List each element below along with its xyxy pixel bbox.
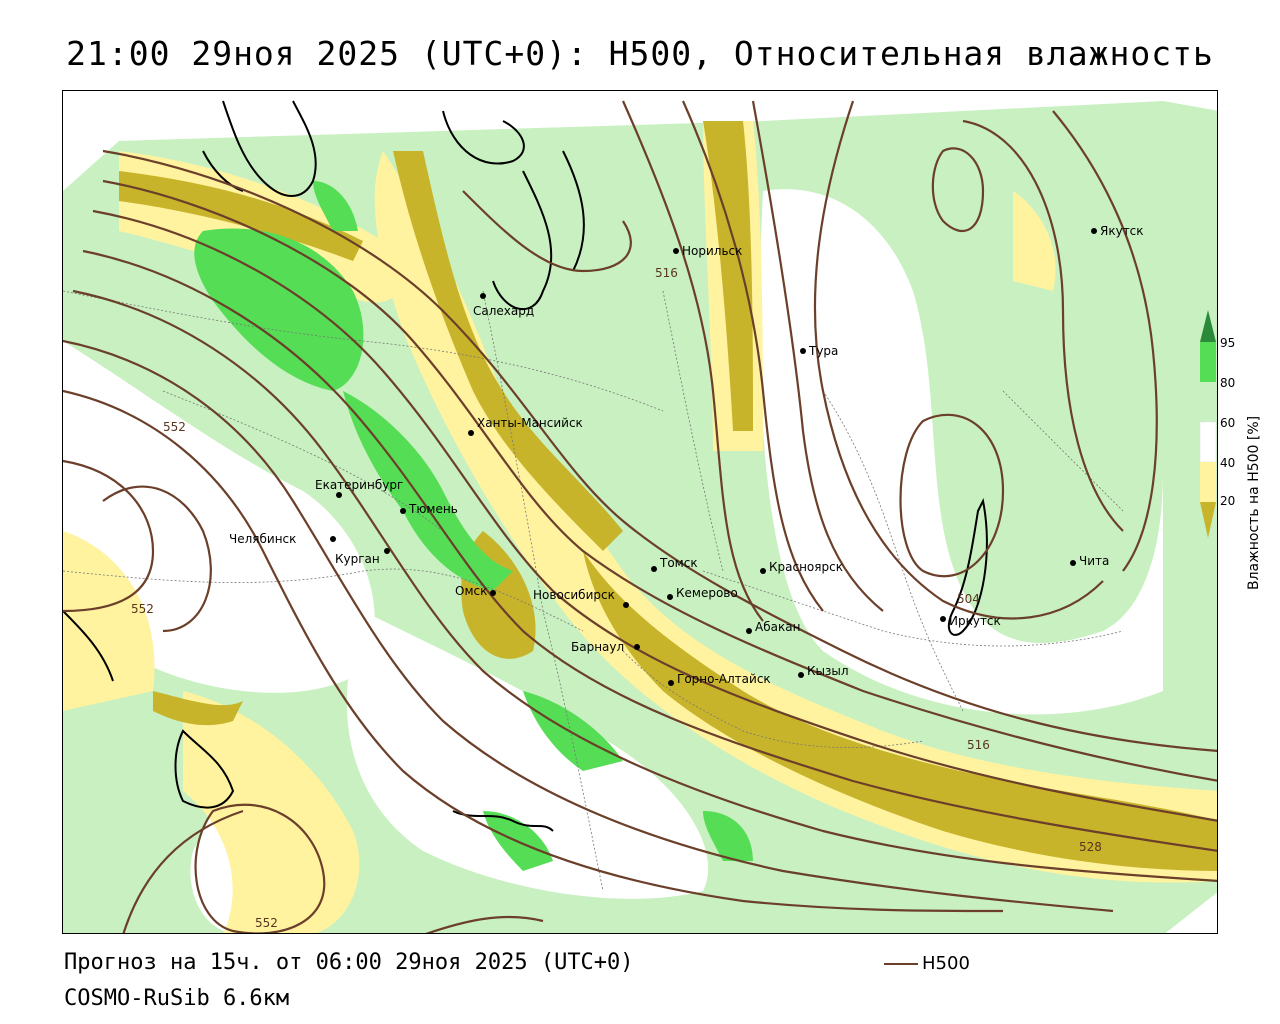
city-khanty-mansiysk: Ханты-Мансийск — [468, 416, 583, 436]
svg-text:Барнаул: Барнаул — [571, 640, 624, 654]
svg-text:Курган: Курган — [335, 552, 380, 566]
region-boundaries — [63, 290, 1124, 892]
humidity-field-dry — [1013, 191, 1056, 291]
city-tyumen: Тюмень — [400, 502, 458, 516]
svg-text:Томск: Томск — [659, 556, 698, 570]
isoline-label: 552 — [163, 420, 186, 434]
city-omsk: Омск — [455, 584, 496, 598]
city-kurgan: Курган — [335, 548, 390, 566]
isoline-label: 504 — [957, 592, 980, 606]
svg-text:Иркутск: Иркутск — [949, 614, 1001, 628]
svg-text:Челябинск: Челябинск — [229, 532, 296, 546]
isoline-labels: 516 552 552 552 504 516 528 — [131, 266, 1102, 930]
city-kemerovo: Кемерово — [667, 586, 738, 600]
humidity-field-very-dry — [393, 151, 623, 551]
colorbar-title: Влажность на H500 [%] — [1246, 415, 1262, 590]
humidity-field-dry — [183, 691, 360, 933]
colorbar-tick: 80 — [1220, 376, 1236, 390]
isoline-label: 516 — [655, 266, 678, 280]
colorbar-tick: 40 — [1220, 456, 1236, 470]
humidity-field-very-dry — [703, 121, 753, 431]
city-ekaterinburg: Екатеринбург — [315, 478, 403, 498]
svg-text:Салехард: Салехард — [473, 304, 534, 318]
svg-text:Ханты-Мансийск: Ханты-Мансийск — [477, 416, 583, 430]
city-krasnoyarsk: Красноярск — [760, 560, 843, 574]
city-kyzyl: Кызыл — [798, 664, 849, 678]
humidity-field-very-dry — [153, 691, 243, 726]
svg-text:Кемерово: Кемерово — [676, 586, 738, 600]
humidity-field-wet — [194, 228, 364, 391]
city-chita: Чита — [1070, 554, 1109, 568]
colorbar-neutral — [1199, 421, 1217, 463]
isoline-label: 516 — [967, 738, 990, 752]
humidity-field-white — [759, 189, 1163, 715]
city-markers: Норильск Якутск Салехард Тура Ханты-Манс… — [229, 224, 1144, 686]
city-abakan: Абакан — [746, 620, 800, 634]
colorbar-tick: 95 — [1220, 336, 1236, 350]
city-gorno-altaysk: Горно-Алтайск — [668, 672, 771, 686]
svg-text:Горно-Алтайск: Горно-Алтайск — [677, 672, 771, 686]
forecast-info: Прогноз на 15ч. от 06:00 29ноя 2025 (UTC… — [64, 950, 634, 975]
svg-text:Чита: Чита — [1079, 554, 1109, 568]
svg-text:Новосибирск: Новосибирск — [533, 588, 615, 602]
city-norilsk: Норильск — [673, 244, 742, 258]
h500-legend: H500 — [884, 953, 970, 974]
humidity-field-very-dry — [119, 171, 363, 261]
h500-legend-label: H500 — [922, 953, 970, 974]
model-name: COSMO-RuSib 6.6км — [64, 986, 290, 1011]
humidity-field-wet — [703, 811, 753, 861]
city-yakutsk: Якутск — [1091, 224, 1144, 238]
map-canvas: 516 552 552 552 504 516 528 Норильск Яку… — [63, 100, 1217, 933]
humidity-field-dry — [63, 531, 155, 711]
svg-text:Красноярск: Красноярск — [769, 560, 843, 574]
colorbar-saturated — [1200, 310, 1216, 342]
h500-legend-line — [884, 963, 918, 965]
svg-text:Тюмень: Тюмень — [408, 502, 458, 516]
colorbar-tick: 60 — [1220, 416, 1236, 430]
city-tura: Тура — [800, 344, 838, 358]
map-title: 21:00 29ноя 2025 (UTC+0): H500, Относите… — [66, 34, 1214, 73]
city-chelyabinsk: Челябинск — [229, 532, 336, 546]
svg-text:Норильск: Норильск — [682, 244, 742, 258]
svg-text:Кызыл: Кызыл — [807, 664, 849, 678]
city-irkutsk: Иркутск — [940, 614, 1001, 628]
humidity-colorbar — [1199, 310, 1217, 538]
humidity-field-wet — [343, 391, 513, 591]
city-tomsk: Томск — [651, 556, 698, 572]
isoline-label: 552 — [255, 916, 278, 930]
colorbar-moist — [1200, 382, 1216, 422]
humidity-field-white — [346, 611, 709, 899]
humidity-field-wet — [313, 181, 358, 231]
isoline-label: 528 — [1079, 840, 1102, 854]
svg-text:Тура: Тура — [808, 344, 838, 358]
weather-map: 516 552 552 552 504 516 528 Норильск Яку… — [62, 90, 1218, 934]
svg-text:Абакан: Абакан — [755, 620, 800, 634]
svg-text:Омск: Омск — [455, 584, 487, 598]
svg-text:Якутск: Якутск — [1100, 224, 1144, 238]
city-novosibirsk: Новосибирск — [533, 588, 629, 608]
colorbar-very-dry — [1200, 502, 1216, 538]
h500-isohypses — [63, 100, 1217, 933]
city-barnaul: Барнаул — [571, 640, 640, 654]
humidity-field-wet — [523, 691, 623, 771]
colorbar-wet — [1200, 342, 1216, 382]
coastlines — [63, 100, 988, 832]
isoline-label: 552 — [131, 602, 154, 616]
city-salekhard: Салехард — [473, 293, 534, 318]
svg-text:Екатеринбург: Екатеринбург — [315, 478, 403, 492]
colorbar-tick: 20 — [1220, 494, 1236, 508]
colorbar-dry — [1200, 462, 1216, 502]
